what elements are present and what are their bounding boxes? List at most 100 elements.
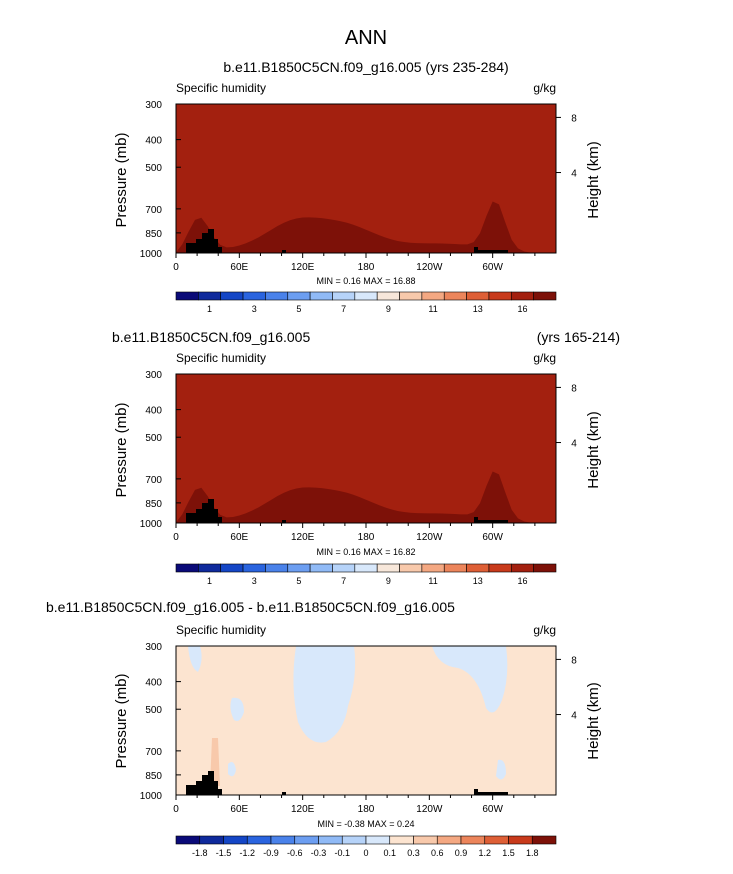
y-tick-label: 300 [145, 370, 162, 381]
colorbar-swatch [399, 291, 423, 301]
panel-1-units-label: g/kg [533, 81, 556, 95]
panel-1-axes: 300 400 500 700 850 1000 8 4 0 60E 120E 180 120W 60W [140, 100, 577, 273]
x-tick-label: 60W [482, 262, 503, 273]
panel-2-title: b.e11.B1850C5CN.f09_g16.005 [112, 329, 310, 345]
y-tick-label: 400 [145, 136, 162, 147]
colorbar-swatch [376, 291, 400, 301]
topography-mask-7 [282, 520, 286, 523]
y-tick-label: 400 [145, 678, 162, 689]
colorbar-label: 0.6 [431, 848, 444, 858]
x-tick-label: 60W [482, 532, 503, 543]
colorbar-swatch [510, 563, 534, 573]
figure-title: ANN [345, 27, 387, 49]
colorbar-swatch [270, 835, 296, 845]
colorbar-label: 1.2 [478, 848, 491, 858]
x-tick-label: 0 [173, 532, 179, 543]
colorbar-swatch [265, 563, 289, 573]
panel-2-title-right: (yrs 165-214) [537, 329, 620, 345]
colorbar-swatch [175, 291, 199, 301]
colorbar-swatch [294, 835, 319, 845]
topography-mask-6 [218, 789, 222, 795]
colorbar-label: -1.8 [192, 848, 208, 858]
panel-3: b.e11.B1850C5CN.f09_g16.005 - b.e11.B185… [46, 599, 602, 858]
panel-1-y2-axis-label: Height (km) [585, 141, 602, 219]
topography-mask-1 [186, 785, 202, 795]
topography-mask-1 [186, 513, 202, 523]
negative-anomaly-region-3 [293, 646, 356, 743]
field-band-16 [176, 374, 556, 523]
colorbar-label: 7 [341, 576, 346, 586]
x-tick-label: 180 [358, 532, 375, 543]
topography-mask-6 [218, 517, 222, 523]
panel-2-contour-field [176, 374, 556, 523]
colorbar-label: 1.5 [502, 848, 515, 858]
negative-anomaly-region-5 [228, 762, 236, 777]
y-tick-label: 300 [145, 100, 162, 111]
colorbar-label: 1.8 [526, 848, 539, 858]
colorbar-swatch [287, 563, 311, 573]
colorbar-swatch [199, 835, 224, 845]
topography-mask-6 [218, 247, 222, 253]
x-tick-label: 60W [482, 804, 503, 815]
panel-1-stats: MIN = 0.16 MAX = 16.88 [316, 276, 415, 286]
colorbar-swatch [242, 563, 266, 573]
colorbar-label: 3 [252, 304, 257, 314]
x-tick-label: 120E [291, 532, 315, 543]
colorbar-swatch [531, 835, 557, 845]
topography-mask-2 [196, 239, 204, 253]
panel-2-colorbar: 1 3 5 7 9 11 13 16 [175, 563, 557, 586]
colorbar-swatch [365, 835, 391, 845]
x-tick-label: 0 [173, 262, 179, 273]
x-tick-label: 60E [230, 532, 248, 543]
x-tick-label: 0 [173, 804, 179, 815]
topography-mask-5 [212, 239, 218, 253]
colorbar-label: -1.5 [216, 848, 232, 858]
colorbar-swatch [318, 835, 343, 845]
colorbar-label: 3 [252, 576, 257, 586]
field-band-16 [176, 104, 556, 253]
colorbar-swatch [341, 835, 367, 845]
y2-tick-label: 8 [571, 655, 577, 666]
panel-3-y2-axis-label: Height (km) [585, 682, 602, 760]
panel-3-variable-label: Specific humidity [176, 623, 266, 637]
panel-2-units-label: g/kg [533, 351, 556, 365]
x-tick-label: 120W [416, 262, 443, 273]
colorbar-label: -0.6 [287, 848, 303, 858]
colorbar-label: -0.3 [311, 848, 327, 858]
colorbar-label: 11 [428, 304, 437, 314]
colorbar-swatch [413, 835, 438, 845]
panel-3-stats: MIN = -0.38 MAX = 0.24 [317, 819, 414, 829]
panel-3-colorbar: -1.8 -1.5 -1.2 -0.9 -0.6 -0.3 -0.1 0 0.1 0.3 0.6 0.… [175, 835, 557, 858]
panel-1-y-axis-label: Pressure (mb) [113, 132, 130, 227]
panel-3-title: b.e11.B1850C5CN.f09_g16.005 - b.e11.B185… [46, 599, 455, 615]
colorbar-swatch [220, 291, 244, 301]
colorbar-swatch [533, 563, 557, 573]
colorbar-swatch [265, 291, 289, 301]
colorbar-swatch [484, 835, 509, 845]
colorbar-swatch [436, 835, 462, 845]
colorbar-swatch [175, 835, 201, 845]
colorbar-label: 0.9 [455, 848, 468, 858]
colorbar-swatch [399, 563, 423, 573]
y2-tick-label: 4 [571, 711, 577, 722]
y-tick-label: 500 [145, 163, 162, 174]
colorbar-swatch [198, 291, 222, 301]
colorbar-label: 7 [341, 304, 346, 314]
y-tick-label: 850 [145, 229, 162, 240]
panel-1-title: b.e11.B1850C5CN.f09_g16.005 (yrs 235-284… [223, 59, 508, 75]
topography-mask-1 [186, 243, 202, 253]
negative-anomaly-region-6 [496, 759, 506, 780]
topography-mask-8 [474, 789, 478, 795]
colorbar-swatch [466, 563, 490, 573]
colorbar-swatch [421, 563, 445, 573]
colorbar-label: 1 [207, 576, 212, 586]
panel-2-stats: MIN = 0.16 MAX = 16.82 [316, 547, 415, 557]
colorbar-label: 9 [386, 576, 391, 586]
colorbar-swatch [332, 291, 356, 301]
panel-3-y-axis-label: Pressure (mb) [113, 673, 130, 768]
colorbar-swatch [198, 563, 222, 573]
y-tick-label: 500 [145, 705, 162, 716]
colorbar-swatch [460, 835, 486, 845]
negative-anomaly-region-2 [230, 697, 244, 721]
